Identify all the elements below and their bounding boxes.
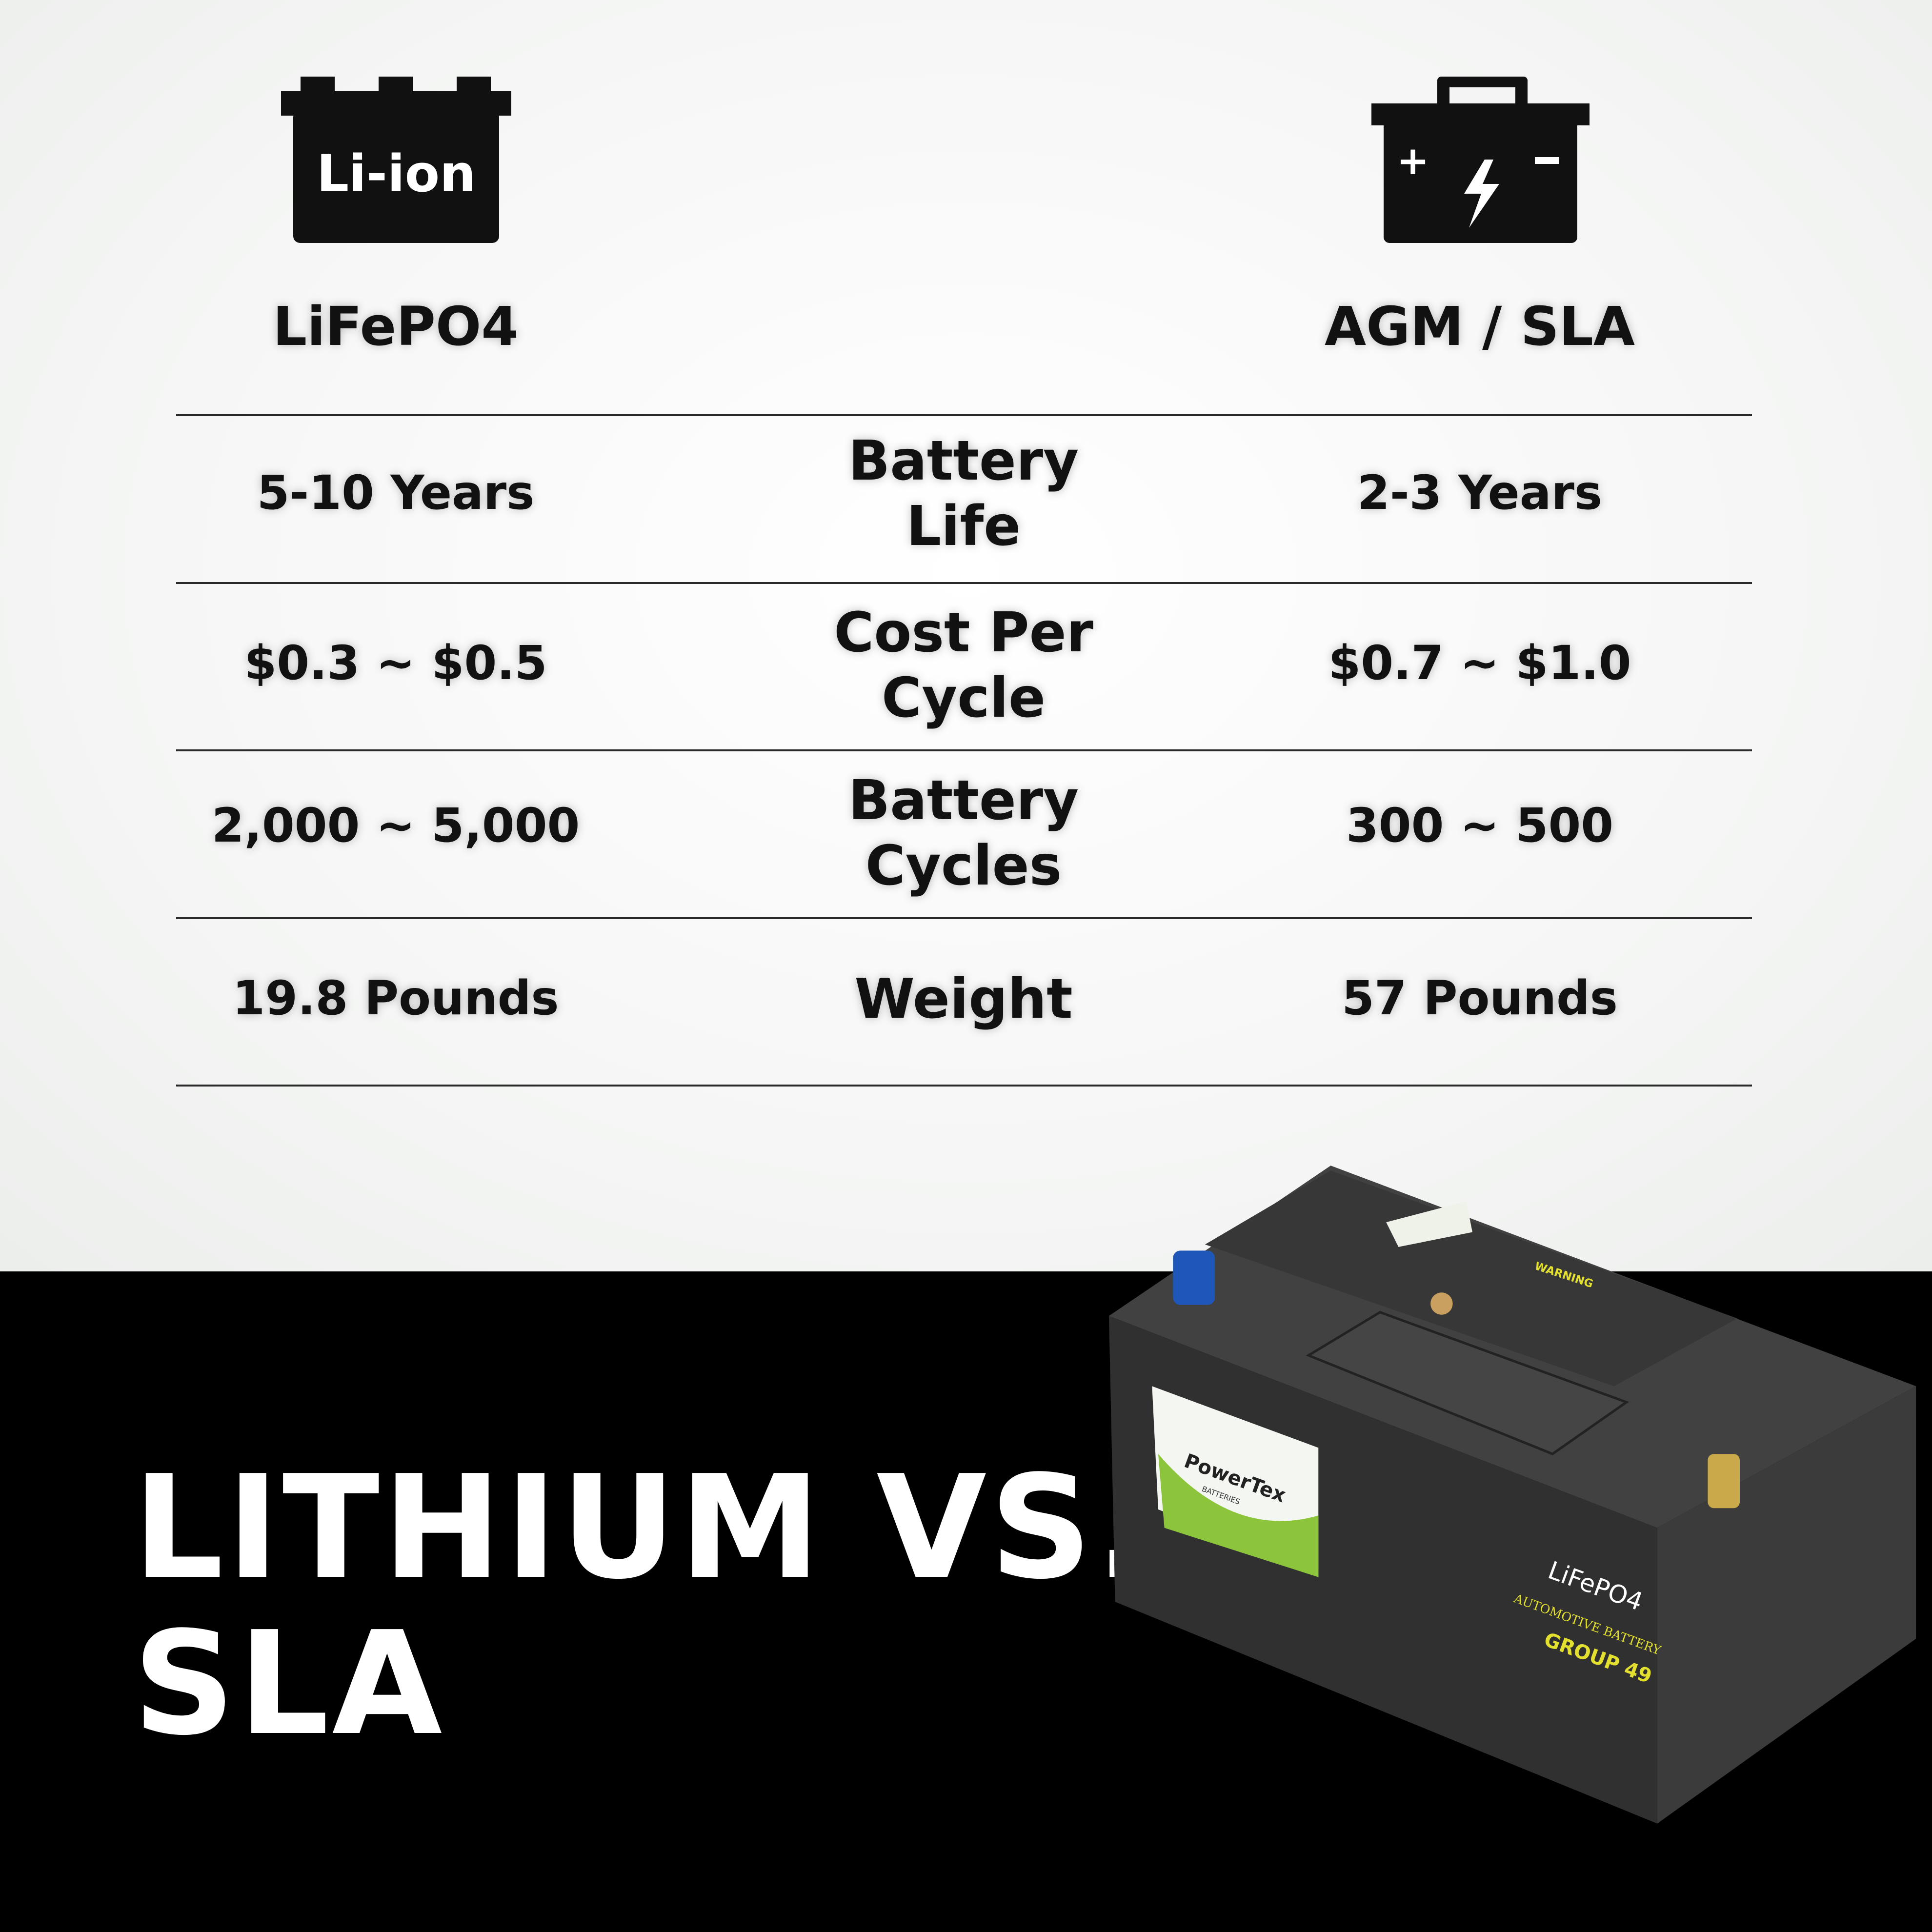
- li-ion-battery-icon: Li-ion: [281, 77, 511, 243]
- lifepo4-battery-life: 5-10 Years: [257, 465, 535, 520]
- positive-terminal: [1708, 1454, 1740, 1509]
- metric-battery-cycles: Battery Cycles: [848, 769, 1079, 898]
- minus-sign: [1535, 157, 1559, 164]
- agm-battery-life: 2-3 Years: [1357, 465, 1602, 520]
- divider: [176, 582, 1752, 584]
- divider: [176, 1085, 1752, 1087]
- lifepo4-battery-cycles: 2,000 ~ 5,000: [211, 798, 580, 853]
- lifepo4-weight: 19.8 Pounds: [232, 971, 559, 1026]
- headline-line-2: SLA: [133, 1601, 445, 1767]
- headline-line-1: LITHIUM VS.: [133, 1445, 1152, 1610]
- negative-terminal: [1173, 1250, 1215, 1305]
- li-ion-icon-text: Li-ion: [317, 144, 476, 203]
- divider: [176, 917, 1752, 919]
- lifepo4-cost-per-cycle: $0.3 ~ $0.5: [244, 636, 547, 690]
- metric-battery-life: Battery Life: [848, 429, 1079, 558]
- divider: [176, 414, 1752, 416]
- divider: [176, 749, 1752, 751]
- metric-weight: Weight: [854, 967, 1073, 1031]
- agm-cost-per-cycle: $0.7 ~ $1.0: [1328, 636, 1631, 690]
- agm-battery-cycles: 300 ~ 500: [1346, 798, 1614, 853]
- plus-sign: +: [1396, 138, 1429, 183]
- lifepo4-column-header: LiFePO4: [273, 295, 519, 358]
- metric-cost-per-cycle: Cost Per Cycle: [834, 601, 1093, 730]
- agm-weight: 57 Pounds: [1342, 971, 1618, 1026]
- lead-acid-battery-icon: +: [1371, 77, 1590, 243]
- agm-column-header: AGM / SLA: [1324, 295, 1635, 358]
- lightning-bolt-icon: [1464, 160, 1499, 228]
